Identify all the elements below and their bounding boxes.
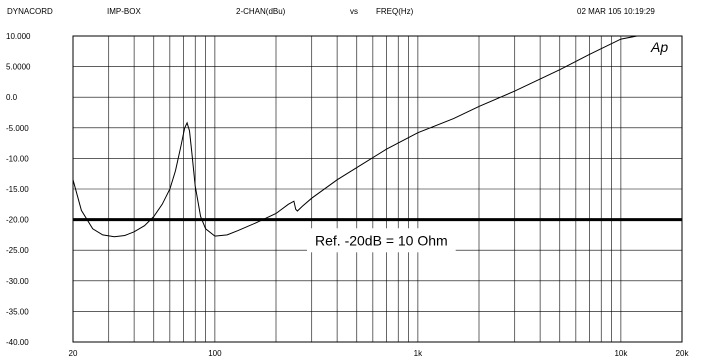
header-vs: vs bbox=[350, 7, 358, 16]
reference-label: Ref. -20dB = 10 Ohm bbox=[315, 232, 448, 248]
y-tick-label: -5.000 bbox=[6, 124, 29, 133]
y-tick-label: -30.00 bbox=[6, 277, 29, 286]
header-timestamp: 02 MAR 105 10:19:29 bbox=[577, 7, 655, 16]
header-channel: 2-CHAN(dBu) bbox=[236, 7, 286, 16]
y-tick-label: -15.00 bbox=[6, 185, 29, 194]
header-device: IMP-BOX bbox=[107, 7, 141, 16]
reference-label-background bbox=[307, 228, 456, 253]
y-tick-label: -25.00 bbox=[6, 246, 29, 255]
y-tick-label: 0.0 bbox=[6, 93, 18, 102]
series-line bbox=[72, 35, 638, 238]
y-tick-label: 5.0000 bbox=[6, 63, 31, 72]
grid bbox=[72, 35, 683, 343]
y-tick-label: -20.00 bbox=[6, 216, 29, 225]
x-tick-label: 20 bbox=[69, 349, 78, 358]
corner-label: Ap bbox=[650, 39, 668, 55]
header-brand: DYNACORD bbox=[7, 7, 53, 16]
x-tick-label: 100 bbox=[208, 349, 222, 358]
y-tick-label: -40.00 bbox=[6, 338, 29, 347]
y-tick-label: -35.00 bbox=[6, 307, 29, 316]
plot-frame bbox=[72, 35, 683, 343]
x-tick-labels: 20 100 1k 10k 20k bbox=[69, 349, 690, 358]
header-freq: FREQ(Hz) bbox=[376, 7, 414, 16]
y-tick-label: 10.000 bbox=[6, 32, 31, 41]
y-tick-label: -10.00 bbox=[6, 154, 29, 163]
x-tick-label: 10k bbox=[614, 349, 628, 358]
x-tick-label: 20k bbox=[676, 349, 690, 358]
x-tick-label: 1k bbox=[414, 349, 423, 358]
y-tick-labels: 10.000 5.0000 0.0 -5.000 -10.00 -15.00 -20.00 -… bbox=[6, 32, 31, 347]
